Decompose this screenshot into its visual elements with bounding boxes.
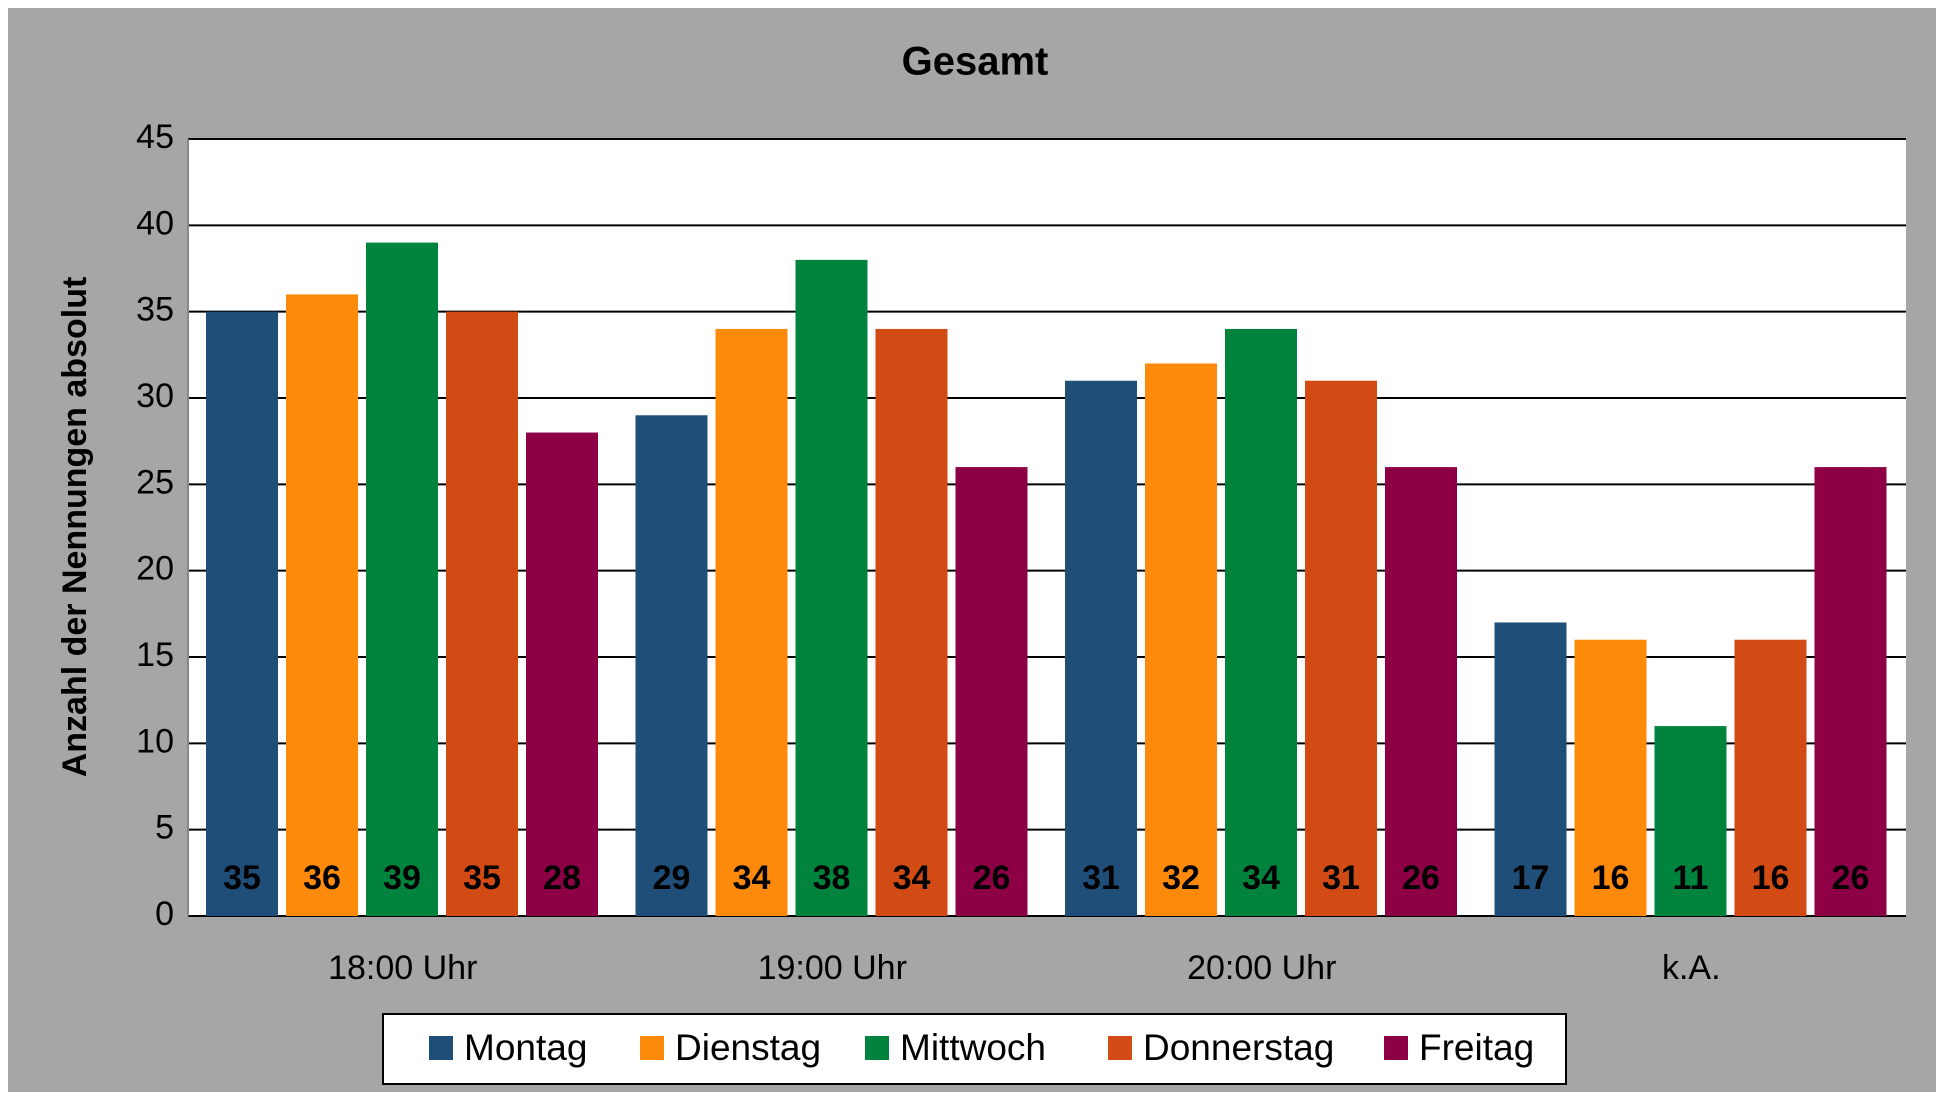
bar [635, 415, 708, 916]
legend-swatch [865, 1036, 889, 1060]
legend-label: Freitag [1419, 1027, 1534, 1068]
data-label: 31 [1082, 859, 1120, 897]
bar [526, 432, 598, 916]
bar [286, 294, 358, 916]
data-label: 36 [303, 859, 341, 897]
data-label: 29 [653, 859, 691, 897]
bar [955, 467, 1028, 916]
legend-label: Donnerstag [1143, 1027, 1334, 1068]
y-tick-label: 35 [136, 291, 174, 329]
data-label: 32 [1162, 859, 1200, 897]
y-tick-label: 15 [136, 636, 174, 674]
data-label: 26 [1402, 859, 1440, 897]
legend-swatch [429, 1036, 453, 1060]
bar [875, 328, 948, 916]
data-label: 26 [973, 859, 1011, 897]
y-tick-label: 10 [136, 722, 174, 760]
data-label: 17 [1512, 859, 1550, 897]
x-tick-label: 18:00 Uhr [328, 949, 477, 987]
data-label: 38 [813, 859, 851, 897]
y-tick-label: 40 [136, 204, 174, 242]
bar [1814, 467, 1887, 916]
bar [1385, 467, 1457, 916]
bar [715, 328, 788, 916]
x-tick-label: k.A. [1662, 949, 1721, 987]
bar [1494, 622, 1567, 916]
bar [1305, 380, 1377, 916]
data-label: 35 [223, 859, 261, 897]
data-label: 34 [733, 859, 771, 897]
bar [1574, 639, 1647, 916]
bar [366, 242, 438, 917]
data-label: 11 [1673, 859, 1709, 897]
bar [1225, 328, 1297, 916]
data-label: 35 [463, 859, 501, 897]
bar [1654, 726, 1727, 916]
bar [1734, 639, 1807, 916]
bar [1145, 363, 1217, 916]
data-label: 16 [1592, 859, 1630, 897]
legend-label: Dienstag [675, 1027, 821, 1068]
y-tick-label: 5 [155, 809, 174, 847]
x-tick-label: 20:00 Uhr [1187, 949, 1336, 987]
bar [446, 311, 518, 917]
data-label: 16 [1752, 859, 1790, 897]
legend-swatch [640, 1036, 664, 1060]
y-axis-label: Anzahl der Nennungen absolut [56, 277, 94, 778]
data-label: 39 [383, 859, 421, 897]
bar [206, 311, 278, 917]
data-label: 31 [1322, 859, 1360, 897]
legend-swatch [1384, 1036, 1408, 1060]
chart-title: Gesamt [902, 40, 1049, 84]
y-tick-label: 30 [136, 377, 174, 415]
x-tick-label: 19:00 Uhr [758, 949, 907, 987]
y-tick-label: 20 [136, 550, 174, 588]
data-label: 34 [893, 859, 931, 897]
legend-label: Montag [464, 1027, 587, 1068]
legend-label: Mittwoch [900, 1027, 1046, 1068]
legend-box [382, 1013, 1567, 1085]
data-label: 26 [1832, 859, 1870, 897]
data-label: 28 [543, 859, 581, 897]
y-tick-label: 25 [136, 463, 174, 501]
bar [1065, 380, 1137, 916]
y-tick-label: 0 [155, 895, 174, 933]
y-tick-label: 45 [136, 118, 174, 156]
plot-area [188, 139, 1906, 916]
legend-swatch [1108, 1036, 1132, 1060]
data-label: 34 [1242, 859, 1280, 897]
bar [795, 259, 868, 916]
